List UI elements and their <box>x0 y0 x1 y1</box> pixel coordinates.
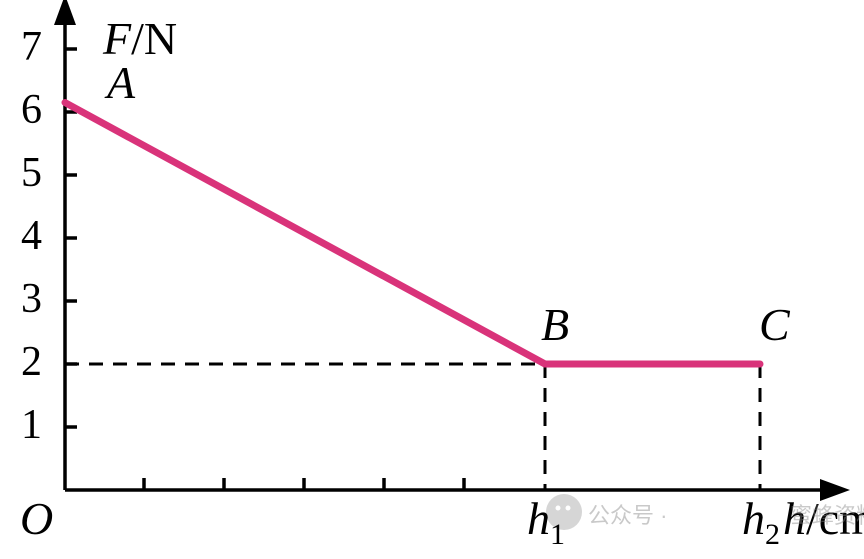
y-tick-label: 5 <box>21 152 42 194</box>
y-tick-label: 4 <box>21 215 42 257</box>
y-tick-label: 6 <box>21 89 42 131</box>
watermark-right: 蜜蜂资料库 <box>790 498 864 530</box>
y-axis-arrow-icon <box>54 0 76 25</box>
y-tick-label: 2 <box>21 341 42 383</box>
y-axis-label: F/N <box>103 16 177 62</box>
point-A-label: A <box>107 60 135 106</box>
watermark-left: 公众号 · <box>588 498 667 530</box>
x-tick-h2: h2 <box>742 496 780 550</box>
y-tick-label: 3 <box>21 278 42 320</box>
point-C-label: C <box>759 302 790 348</box>
origin-label: O <box>20 496 53 542</box>
data-line <box>65 103 760 364</box>
point-B-label: B <box>541 302 569 348</box>
x-tick-h1: h1 <box>527 496 565 550</box>
y-tick-label: 7 <box>21 26 42 68</box>
y-tick-label: 1 <box>21 404 42 446</box>
force-height-chart: F/N h/cm O h1 h2 A B C 1234567 公众号 · 蜜蜂资… <box>0 0 864 554</box>
